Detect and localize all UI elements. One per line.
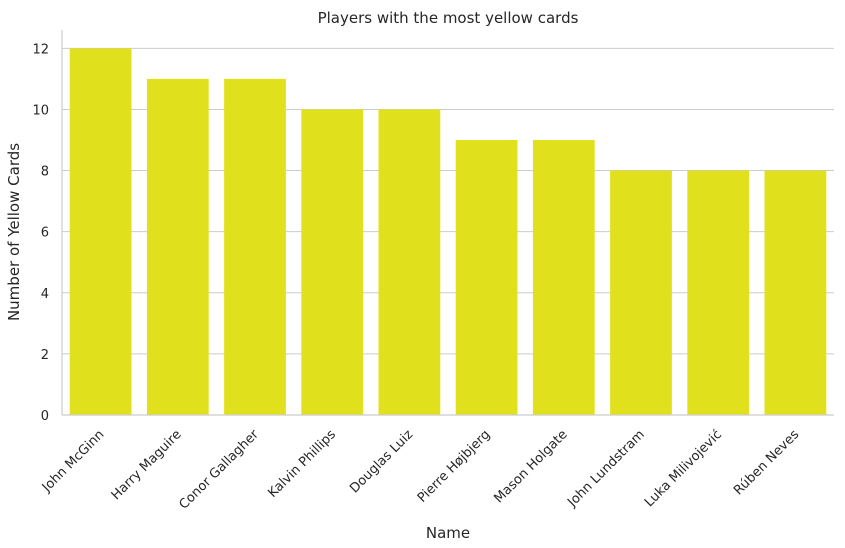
- x-tick-label: Rúben Neves: [731, 427, 802, 498]
- y-tick-label: 8: [41, 165, 49, 180]
- bar: [301, 109, 364, 415]
- x-tick-label: Mason Holgate: [491, 427, 570, 506]
- bar: [69, 48, 132, 415]
- x-tick-label: John McGinn: [39, 427, 108, 496]
- y-tick-label: 0: [41, 409, 49, 424]
- bar: [764, 170, 827, 415]
- x-tick-label: Kalvin Phillips: [265, 427, 339, 501]
- bar: [224, 78, 286, 415]
- y-tick-label: 10: [32, 103, 49, 118]
- chart-title: Players with the most yellow cards: [318, 9, 579, 27]
- bars: [69, 48, 827, 415]
- bar: [610, 170, 672, 415]
- x-tick-label: Douglas Luiz: [347, 427, 416, 496]
- x-tick-label: Conor Gallagher: [176, 427, 262, 513]
- x-tick-label: Pierre Højbjerg: [415, 427, 494, 506]
- x-tick-label: John Lundstram: [564, 427, 647, 510]
- bar: [532, 140, 595, 415]
- x-tick-label: Harry Maguire: [109, 427, 185, 503]
- y-tick-label: 6: [41, 226, 49, 241]
- axes-frame: [61, 30, 834, 416]
- x-axis-label: Name: [426, 524, 470, 542]
- y-tick-label: 4: [41, 287, 49, 302]
- y-tick-label: 2: [41, 348, 49, 363]
- bar: [378, 109, 441, 415]
- y-axis-label: Number of Yellow Cards: [5, 143, 23, 321]
- bar: [146, 78, 209, 415]
- bar: [687, 170, 750, 415]
- bar: [455, 140, 518, 415]
- y-tick-label: 12: [32, 42, 49, 57]
- x-tick-label: Luka Milivojević: [642, 427, 725, 510]
- y-tick-labels: 0 2 4 6 8 10 12: [32, 42, 49, 424]
